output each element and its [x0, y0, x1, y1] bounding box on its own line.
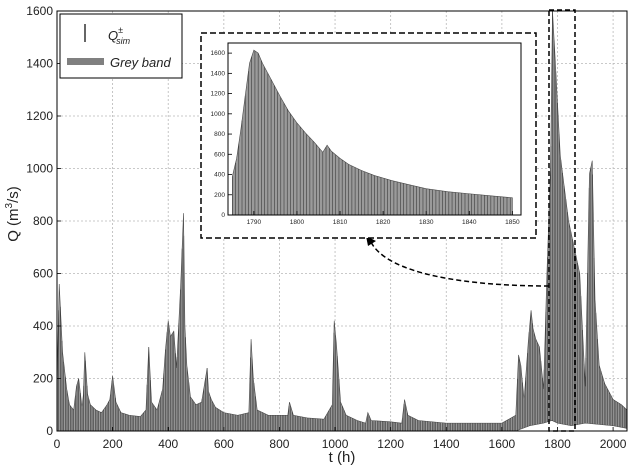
- main-y-tick-label: 800: [33, 214, 53, 228]
- inset-axes: 1790 1800 1810 1820 1830 1840 1850 0 200 400 600 80…: [211, 42, 522, 226]
- x-axis-title: t (h): [329, 449, 356, 466]
- inset-y-tick-label: 200: [214, 192, 225, 199]
- inset-plot: [228, 43, 521, 216]
- y-axis-title: Q (m3/s): [4, 186, 22, 242]
- y-axis-title-tail: /s): [5, 186, 22, 203]
- legend-line-label: Q± sim: [108, 25, 131, 46]
- inset-x-tick-label: 1850: [505, 219, 520, 226]
- main-x-tick-label: 1000: [322, 437, 349, 451]
- y-axis-title-base: Q (m: [5, 208, 22, 241]
- main-y-tick-label: 1600: [26, 4, 53, 18]
- main-x-tick-label: 600: [214, 437, 234, 451]
- inset-qsim-bars: [232, 50, 511, 215]
- legend-band-label: Grey band: [110, 55, 171, 70]
- main-y-tick-label: 1200: [26, 109, 53, 123]
- main-x-tick-label: 200: [103, 437, 123, 451]
- y-axis-title-sup: 3: [4, 202, 15, 208]
- main-x-tick-label: 1400: [433, 437, 460, 451]
- inset-x-tick-label: 1810: [333, 219, 348, 226]
- legend-line-label-base: Q: [108, 28, 118, 43]
- inset-y-tick-label: 1200: [211, 91, 226, 98]
- main-x-tick-label: 2000: [600, 437, 627, 451]
- inset-x-tick-label: 1840: [462, 219, 477, 226]
- zoom-connector-arrow: [369, 239, 550, 287]
- legend-line-label-sup: ±: [118, 25, 123, 35]
- main-y-tick-label: 600: [33, 267, 53, 281]
- main-x-tick-label: 0: [54, 437, 61, 451]
- inset-y-tick-label: 1000: [211, 111, 226, 118]
- main-y-tick-label: 1000: [26, 162, 53, 176]
- main-x-tick-label: 1800: [544, 437, 571, 451]
- main-y-tick-label: 0: [46, 424, 53, 438]
- main-y-tick-label: 400: [33, 319, 53, 333]
- inset-y-tick-label: 0: [221, 212, 225, 219]
- inset-x-tick-label: 1820: [376, 219, 391, 226]
- inset-x-tick-label: 1830: [419, 219, 434, 226]
- main-qsim-bars: [56, 11, 627, 431]
- legend: Q± sim Grey band: [59, 13, 183, 79]
- inset-grey-band: [232, 49, 513, 216]
- inset-y-tick-label: 400: [214, 172, 225, 179]
- main-y-tick-label: 1400: [26, 57, 53, 71]
- inset-x-tick-label: 1800: [290, 219, 305, 226]
- inset-y-tick-label: 800: [214, 131, 225, 138]
- legend-line-label-sub: sim: [116, 36, 130, 46]
- main-x-tick-label: 1200: [377, 437, 404, 451]
- zoom-window: [548, 9, 576, 432]
- inset-x-tick-label: 1790: [247, 219, 262, 226]
- inset-y-tick-label: 600: [214, 151, 225, 158]
- inset-y-tick-label: 1600: [211, 50, 226, 57]
- legend-band-swatch: [67, 58, 104, 65]
- main-x-tick-label: 800: [269, 437, 289, 451]
- inset-chart: 1790 1800 1810 1820 1830 1840 1850 0 200 400 600 80…: [200, 32, 537, 239]
- legend-box: [59, 13, 183, 79]
- inset-axes-frame: [227, 42, 522, 216]
- main-x-tick-label: 400: [158, 437, 178, 451]
- main-y-tick-label: 200: [33, 372, 53, 386]
- inset-y-tick-label: 1400: [211, 70, 226, 77]
- main-x-tick-label: 1600: [489, 437, 516, 451]
- main-axes: 0 200 400 600 800 1000 1200 1400 1600 1800 2000020…: [26, 4, 628, 451]
